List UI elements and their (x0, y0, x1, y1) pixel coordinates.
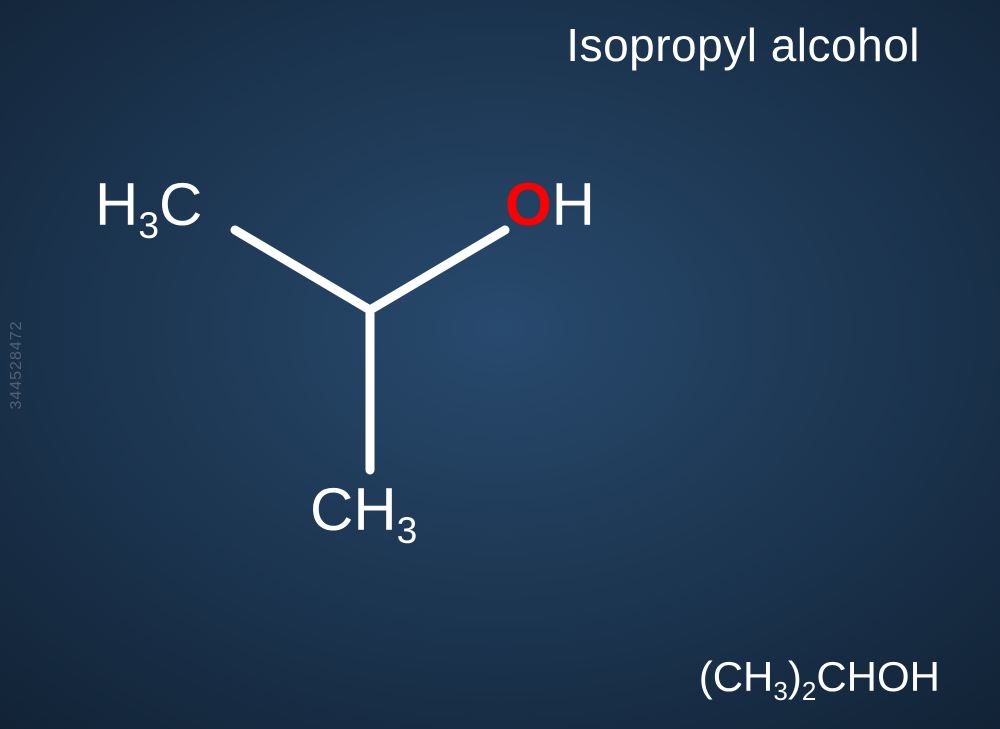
label-oh: OH (505, 175, 595, 235)
formula-part: ) (788, 653, 802, 700)
molecule-bonds (0, 0, 1000, 729)
formula-sub: 2 (802, 676, 816, 706)
label-ch3: CH3 (310, 480, 417, 549)
label-h3c: H3C (95, 175, 202, 244)
atom-hydrogen: H (552, 171, 595, 238)
atom-oxygen: O (505, 171, 552, 238)
condensed-formula: (CH3)2CHOH (699, 653, 940, 707)
formula-part: CHOH (816, 653, 940, 700)
diagram-canvas: Isopropyl alcohol 344528472 H3C OH CH3 (… (0, 0, 1000, 729)
formula-sub: 3 (773, 676, 787, 706)
formula-part: (CH (699, 653, 774, 700)
